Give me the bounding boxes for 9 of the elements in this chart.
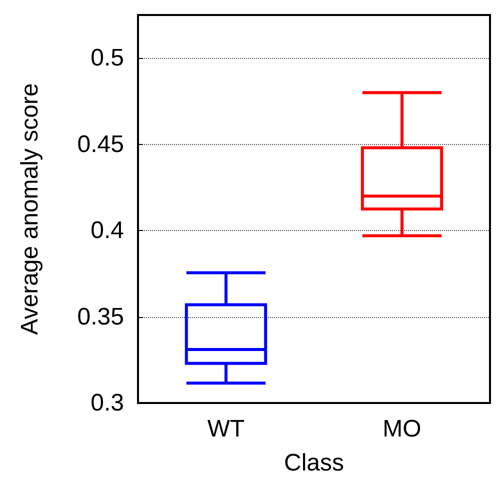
x-tick-label: WT bbox=[207, 416, 245, 442]
y-tick-label: 0.4 bbox=[90, 217, 124, 244]
y-tick-label: 0.45 bbox=[77, 130, 124, 158]
y-axis-title: Average anomaly score bbox=[16, 83, 44, 335]
y-tick-label: 0.5 bbox=[90, 44, 124, 72]
x-tick-label: MO bbox=[382, 416, 422, 442]
y-tick-label: 0.3 bbox=[90, 390, 124, 416]
y-tick-label: 0.35 bbox=[77, 303, 124, 330]
x-axis-title: Class bbox=[284, 450, 344, 476]
